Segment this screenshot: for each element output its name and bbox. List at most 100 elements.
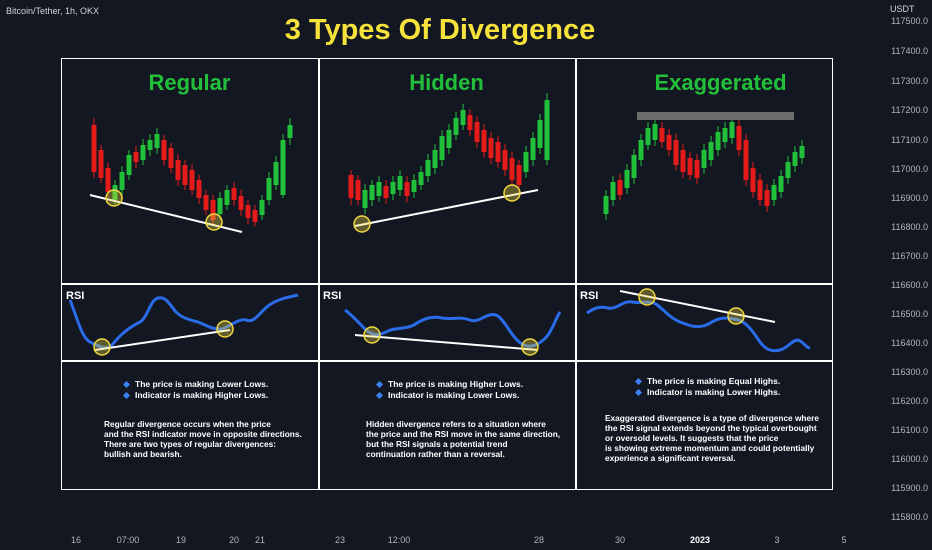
bullet-item: Indicator is making Lower Highs. <box>634 387 780 398</box>
time-tick: 20 <box>228 535 240 545</box>
candle-body <box>778 176 784 192</box>
price-tick: 116300.0 <box>891 367 928 377</box>
candle-body <box>147 140 153 150</box>
candle-body <box>799 146 805 158</box>
candle-body <box>411 180 417 192</box>
candle-body <box>481 130 487 152</box>
candle-body <box>624 170 630 188</box>
time-tick: 30 <box>614 535 626 545</box>
candle-body <box>224 190 230 205</box>
candle-body <box>348 175 354 198</box>
time-tick: 07:00 <box>116 535 140 545</box>
rsi-trendline <box>619 290 776 323</box>
candle-body <box>425 160 431 176</box>
price-tick: 116200.0 <box>891 396 928 406</box>
candle-body <box>603 196 609 214</box>
price-trendline <box>354 189 539 227</box>
time-tick: 2023 <box>689 535 711 545</box>
candle-body <box>369 185 375 200</box>
candle-body <box>397 176 403 190</box>
bullet-list-exaggerated: The price is making Equal Highs. Indicat… <box>634 376 780 398</box>
candle-body <box>673 140 679 165</box>
candle-body <box>210 200 216 220</box>
price-tick: 116600.0 <box>891 280 928 290</box>
currency-label: USDT <box>890 4 915 14</box>
candle-body <box>105 168 111 192</box>
time-axis[interactable]: 16 07:00 19 20 21 23 12:00 28 30 2023 3 … <box>0 528 880 550</box>
price-tick: 117100.0 <box>891 135 928 145</box>
candle-body <box>680 150 686 172</box>
candle-body <box>133 152 139 162</box>
candle-body <box>722 128 728 142</box>
candle-body <box>523 152 529 172</box>
candle-body <box>617 180 623 195</box>
diamond-icon <box>375 380 384 389</box>
candle-body <box>238 196 244 210</box>
bullet-item: Indicator is making Higher Lows. <box>122 390 268 401</box>
candle-body <box>701 150 707 168</box>
candle-body <box>666 135 672 150</box>
diamond-icon <box>634 388 643 397</box>
divergence-marker <box>503 184 521 202</box>
candle-body <box>154 134 160 148</box>
candle-body <box>231 188 237 200</box>
price-tick: 117300.0 <box>891 76 928 86</box>
rsi-label: RSI <box>66 290 85 302</box>
candle-body <box>488 138 494 158</box>
divergence-marker <box>93 338 111 356</box>
candle-body <box>652 124 658 140</box>
candle-body <box>383 186 389 198</box>
candle-body <box>729 122 735 138</box>
time-tick: 16 <box>70 535 82 545</box>
candle-body <box>460 110 466 125</box>
time-tick: 23 <box>334 535 346 545</box>
divergence-marker <box>353 215 371 233</box>
candle-body <box>645 128 651 145</box>
divergence-marker <box>105 189 123 207</box>
candle-body <box>509 158 515 180</box>
time-tick: 28 <box>533 535 545 545</box>
divergence-marker <box>216 320 234 338</box>
rsi-line <box>344 308 562 348</box>
candle-body <box>757 180 763 200</box>
candles-regular <box>91 118 293 226</box>
candle-body <box>764 190 770 206</box>
candle-body <box>474 122 480 142</box>
candle-body <box>287 125 293 138</box>
candle-body <box>432 150 438 168</box>
resistance-zone <box>637 112 794 120</box>
bullet-item: The price is making Equal Highs. <box>634 376 780 387</box>
candle-body <box>467 115 473 130</box>
candle-body <box>140 145 146 160</box>
diamond-icon <box>375 391 384 400</box>
panel-title-hidden: Hidden <box>409 70 484 95</box>
rsi-label: RSI <box>323 290 342 302</box>
description-hidden: Hidden divergence refers to a situation … <box>366 419 561 459</box>
description-regular: Regular divergence occurs when the price… <box>104 419 302 459</box>
price-rsi-divider <box>61 283 833 285</box>
candle-body <box>785 162 791 178</box>
candle-body <box>743 140 749 180</box>
rsi-trendline <box>354 334 539 351</box>
candle-body <box>439 136 445 160</box>
candle-body <box>266 178 272 200</box>
bullet-item: The price is making Lower Lows. <box>122 379 268 390</box>
candle-body <box>280 140 286 195</box>
divergence-marker <box>363 326 381 344</box>
candle-body <box>453 118 459 135</box>
candle-body <box>217 198 223 214</box>
candles-hidden <box>348 93 550 214</box>
price-trendline <box>89 194 243 233</box>
divergence-marker <box>727 307 745 325</box>
diamond-icon <box>634 377 643 386</box>
candle-body <box>390 182 396 194</box>
candle-body <box>273 162 279 185</box>
diamond-icon <box>122 380 131 389</box>
price-axis[interactable]: 117500.0 117400.0 117300.0 117200.0 1171… <box>880 0 932 528</box>
candle-body <box>736 126 742 150</box>
price-tick: 116700.0 <box>891 251 928 261</box>
panel-divider <box>575 58 577 490</box>
chart-symbol: Bitcoin/Tether, 1h, OKX <box>6 6 100 16</box>
candle-body <box>126 155 132 175</box>
